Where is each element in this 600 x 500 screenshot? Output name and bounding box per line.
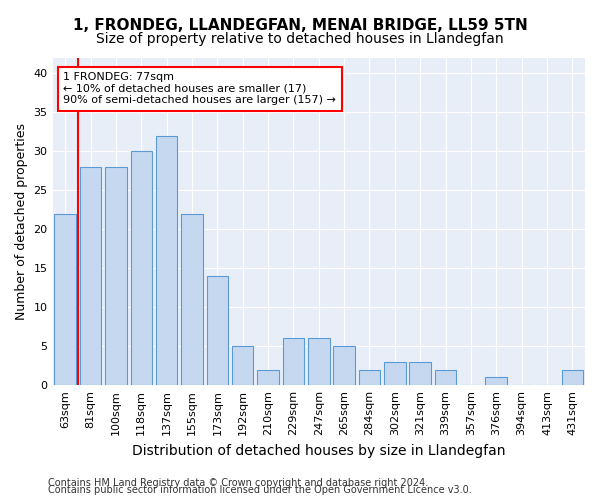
Text: Contains public sector information licensed under the Open Government Licence v3: Contains public sector information licen… [48,485,472,495]
Bar [562,370,583,385]
Bar [283,338,304,385]
Bar [206,276,228,385]
Bar [181,214,203,385]
Bar [308,338,329,385]
Bar [334,346,355,385]
Bar [485,378,507,385]
Text: 1, FRONDEG, LLANDEGFAN, MENAI BRIDGE, LL59 5TN: 1, FRONDEG, LLANDEGFAN, MENAI BRIDGE, LL… [73,18,527,32]
Bar [55,214,76,385]
Bar [257,370,279,385]
X-axis label: Distribution of detached houses by size in Llandegfan: Distribution of detached houses by size … [132,444,506,458]
Bar [80,166,101,385]
Bar [156,136,178,385]
Bar [131,151,152,385]
Bar [384,362,406,385]
Bar [359,370,380,385]
Text: Size of property relative to detached houses in Llandegfan: Size of property relative to detached ho… [96,32,504,46]
Text: 1 FRONDEG: 77sqm
← 10% of detached houses are smaller (17)
90% of semi-detached : 1 FRONDEG: 77sqm ← 10% of detached house… [63,72,336,106]
Y-axis label: Number of detached properties: Number of detached properties [15,123,28,320]
Bar [105,166,127,385]
Bar [409,362,431,385]
Bar [435,370,457,385]
Bar [232,346,253,385]
Text: Contains HM Land Registry data © Crown copyright and database right 2024.: Contains HM Land Registry data © Crown c… [48,478,428,488]
